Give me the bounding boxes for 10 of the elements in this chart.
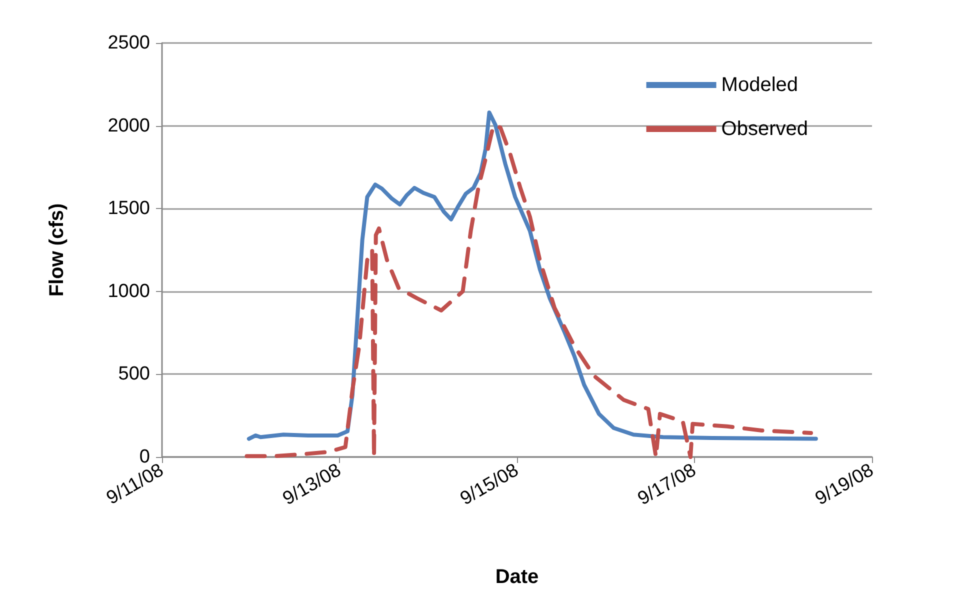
y-tick-label: 500 (118, 364, 150, 385)
y-tick-label: 1000 (108, 280, 150, 302)
y-tick-label: 1500 (108, 198, 150, 220)
y-tick-label: 2000 (108, 115, 150, 136)
y-axis-title: Flow (cfs) (46, 203, 68, 297)
x-axis-title: Date (495, 566, 539, 588)
legend-label: Modeled (721, 74, 798, 96)
y-tick-label: 0 (139, 446, 150, 468)
legend-label: Observed (721, 118, 808, 140)
y-tick-label: 2500 (108, 32, 150, 54)
